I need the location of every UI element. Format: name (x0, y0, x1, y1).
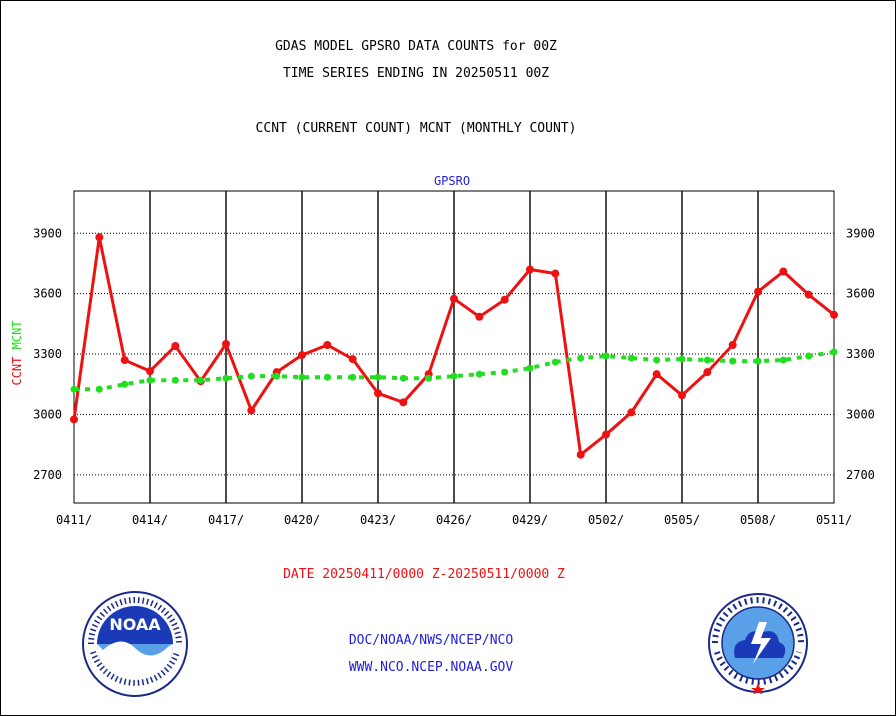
grid-layer (74, 191, 834, 503)
data-point-mcnt (323, 373, 331, 381)
data-point-mcnt (627, 354, 635, 362)
data-point-ccnt (652, 370, 661, 379)
plot-frame (73, 190, 835, 504)
data-point-mcnt (95, 385, 103, 393)
date-range-label: DATE 20250411/0000 Z-20250511/0000 Z (283, 567, 565, 582)
data-point-ccnt (120, 356, 129, 365)
x-tick-label: 0505/ (664, 513, 700, 527)
data-point-mcnt (754, 357, 762, 365)
data-point-ccnt (323, 340, 332, 349)
data-point-ccnt (298, 351, 306, 360)
data-point-mcnt (501, 368, 509, 376)
data-point-mcnt (399, 374, 407, 382)
site-url-link[interactable]: WWW.NCO.NCEP.NOAA.GOV (348, 660, 514, 675)
x-tick-label: 0414/ (132, 513, 168, 527)
y-axis-label-mcnt: MCNT (10, 320, 24, 356)
y-tick-label-left: 3600 (33, 287, 62, 301)
y-tick-label-left: 2700 (33, 468, 62, 482)
x-tick-label: 0420/ (284, 513, 320, 527)
data-point-ccnt (678, 391, 686, 400)
noaa-logo: NOAA (82, 591, 188, 697)
x-tick-label: 0511/ (816, 513, 852, 527)
data-point-ccnt (602, 430, 610, 439)
noaa-logo-text: NOAA (109, 615, 161, 634)
y-tick-label-right: 3000 (846, 407, 875, 421)
plot-title: GPSRO (434, 174, 470, 188)
data-point-ccnt (728, 340, 737, 349)
data-point-ccnt (95, 233, 104, 242)
data-point-ccnt (526, 265, 534, 274)
data-point-mcnt (830, 348, 838, 356)
data-point-ccnt (500, 295, 509, 304)
data-point-mcnt (602, 352, 610, 360)
data-point-mcnt (374, 373, 382, 381)
chart-title-line2: TIME SERIES ENDING IN 20250511 00Z (282, 66, 550, 81)
x-tick-label: 0411/ (56, 513, 92, 527)
data-point-mcnt (450, 372, 458, 380)
data-point-ccnt (779, 267, 788, 276)
x-tick-label: 0423/ (360, 513, 396, 527)
data-point-ccnt (475, 312, 484, 321)
chart-title-line1: GDAS MODEL GPSRO DATA COUNTS for 00Z (275, 39, 557, 54)
data-point-ccnt (399, 398, 408, 407)
y-tick-label-right: 3300 (846, 347, 875, 361)
data-point-mcnt (273, 372, 281, 380)
data-point-ccnt (576, 450, 585, 459)
y-tick-label-right: 3900 (846, 226, 875, 240)
data-point-ccnt (374, 389, 382, 398)
data-point-ccnt (804, 290, 813, 299)
data-point-mcnt (247, 372, 255, 380)
data-point-mcnt (121, 380, 129, 388)
data-point-ccnt (70, 415, 78, 424)
data-point-mcnt (197, 376, 205, 384)
y-tick-label-left: 3000 (33, 407, 62, 421)
data-point-mcnt (779, 356, 787, 364)
y-tick-label-right: 2700 (846, 468, 875, 482)
data-point-ccnt (348, 355, 357, 364)
data-point-mcnt (222, 374, 230, 382)
series-layer (70, 233, 838, 459)
org-path-label: DOC/NOAA/NWS/NCEP/NCO (348, 633, 514, 648)
x-tick-label: 0508/ (740, 513, 776, 527)
data-point-mcnt (729, 357, 737, 365)
data-point-mcnt (551, 358, 559, 366)
data-point-ccnt (754, 287, 762, 296)
data-point-ccnt (247, 406, 256, 415)
x-tick-label: 0429/ (512, 513, 548, 527)
data-point-mcnt (805, 352, 813, 360)
data-point-mcnt (526, 364, 534, 372)
data-point-mcnt (146, 376, 154, 384)
x-tick-label: 0426/ (436, 513, 472, 527)
y-axis-label: CCNT MCNT (10, 320, 24, 385)
data-point-mcnt (577, 354, 585, 362)
data-point-ccnt (450, 294, 458, 303)
data-point-ccnt (171, 341, 180, 350)
nws-logo (708, 593, 808, 694)
data-point-ccnt (222, 339, 230, 348)
y-tick-label-right: 3600 (846, 287, 875, 301)
chart-title-line3: CCNT (CURRENT COUNT) MCNT (MONTHLY COUNT… (255, 121, 577, 136)
data-point-mcnt (653, 356, 661, 364)
data-point-ccnt (551, 269, 560, 278)
data-point-mcnt (171, 376, 179, 384)
y-axis-label-ccnt: CCNT (10, 357, 24, 386)
data-point-mcnt (703, 356, 711, 364)
data-point-ccnt (627, 408, 636, 417)
data-point-mcnt (678, 355, 686, 363)
axis-layer: 2700 2700 3000 3000 3300 3300 3600 3600 3900 3900… (33, 190, 875, 527)
data-point-ccnt (830, 310, 838, 319)
data-point-ccnt (703, 368, 712, 377)
data-point-mcnt (475, 370, 483, 378)
data-point-mcnt (425, 374, 433, 382)
y-tick-label-left: 3300 (33, 347, 62, 361)
x-tick-label: 0502/ (588, 513, 624, 527)
y-tick-label-left: 3900 (33, 226, 62, 240)
data-point-ccnt (146, 367, 154, 376)
x-tick-label: 0417/ (208, 513, 244, 527)
data-point-mcnt (349, 373, 357, 381)
data-point-mcnt (70, 385, 78, 393)
data-point-mcnt (298, 373, 306, 381)
